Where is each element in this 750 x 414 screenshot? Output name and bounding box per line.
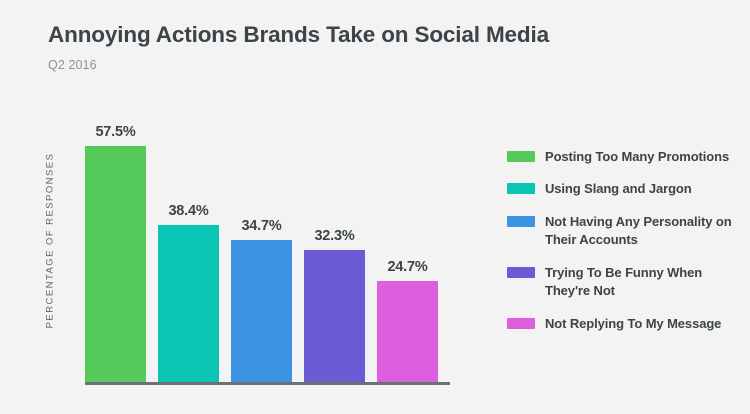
legend-item-label: Not Replying To My Message: [545, 315, 722, 331]
bar-value-label: 24.7%: [387, 258, 428, 275]
chart-title: Annoying Actions Brands Take on Social M…: [48, 22, 549, 47]
legend-swatch-icon: [507, 215, 535, 227]
legend-item[interactable]: Not Having Any Personality on Their Acco…: [507, 213, 737, 250]
bar: [377, 280, 438, 382]
legend-item-label: Trying To Be Funny When They're Not: [545, 264, 703, 299]
legend-item-label: Using Slang and Jargon: [545, 181, 692, 197]
legend-item[interactable]: Trying To Be Funny When They're Not: [507, 264, 737, 301]
bar: [304, 249, 365, 382]
bar-column: 34.7%: [231, 95, 292, 382]
bar-column: 24.7%: [377, 95, 438, 382]
chart-header: Annoying Actions Brands Take on Social M…: [48, 22, 688, 72]
bar-value-label: 57.5%: [95, 124, 136, 141]
bar-column: 32.3%: [304, 95, 365, 382]
legend-swatch-icon: [507, 266, 535, 278]
bar-value-label: 34.7%: [241, 217, 282, 234]
plot-area: PERCENTAGE OF RESPONSES 57.5% 38.4% 34.7% 3…: [0, 95, 470, 395]
legend-item[interactable]: Not Replying To My Message: [507, 315, 737, 333]
legend-item-label: Not Having Any Personality on Their Acco…: [545, 213, 732, 248]
bar-group: 57.5% 38.4% 34.7% 32.3% 24.7%: [85, 95, 450, 382]
legend-item[interactable]: Using Slang and Jargon: [507, 180, 737, 198]
bar-column: 38.4%: [158, 95, 219, 382]
y-axis-title-label: PERCENTAGE OF RESPONSES: [44, 152, 56, 328]
legend-item[interactable]: Posting Too Many Promotions: [507, 148, 737, 166]
bar-value-label: 38.4%: [168, 202, 209, 219]
y-axis-title: PERCENTAGE OF RESPONSES: [41, 95, 59, 385]
chart-subtitle: Q2 2016: [48, 57, 97, 72]
legend-swatch-icon: [507, 183, 535, 195]
legend-item-label: Posting Too Many Promotions: [545, 149, 730, 164]
legend-swatch-icon: [507, 151, 535, 162]
bar: [158, 224, 219, 382]
bar: [85, 146, 146, 382]
bar-value-label: 32.3%: [314, 227, 355, 244]
legend-swatch-icon: [507, 317, 535, 329]
bar-column: 57.5%: [85, 95, 146, 382]
chart-legend: Posting Too Many Promotions Using Slang a…: [507, 148, 737, 333]
bar: [231, 239, 292, 382]
x-axis-line: [85, 382, 450, 385]
